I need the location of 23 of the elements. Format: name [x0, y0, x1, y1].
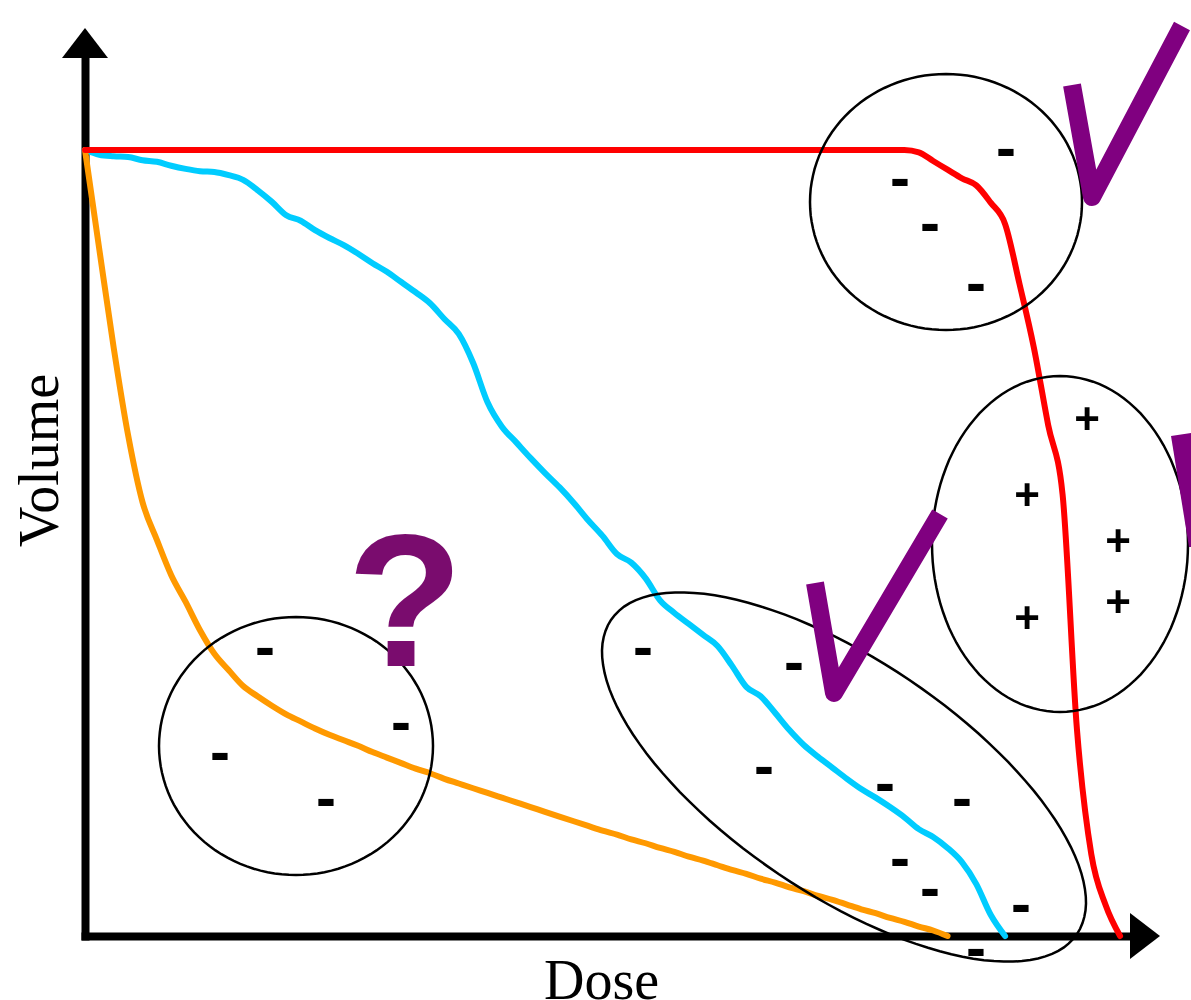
annotation: - — [875, 748, 895, 816]
annotation: + — [1014, 469, 1040, 519]
annotation: - — [633, 612, 653, 680]
annotation: - — [952, 763, 972, 831]
y-axis-title: Volume — [7, 373, 70, 548]
annotation: - — [784, 627, 804, 695]
annotation: - — [1011, 869, 1031, 937]
annotation: - — [255, 612, 275, 680]
annotation: - — [754, 731, 774, 799]
annotation: + — [1105, 576, 1131, 626]
x-axis-title: Dose — [543, 948, 660, 1000]
annotation: - — [966, 913, 986, 981]
annotation: + — [1014, 592, 1040, 642]
annotation: - — [996, 113, 1016, 181]
annotation: - — [890, 143, 910, 211]
annotation: + — [1105, 515, 1131, 565]
annotation: + — [1074, 393, 1100, 443]
annotation: - — [966, 248, 986, 316]
annotation: - — [210, 717, 230, 785]
annotation: - — [316, 763, 336, 831]
annotation: - — [920, 188, 940, 256]
annotation: - — [920, 853, 940, 921]
annotation: - — [890, 823, 910, 891]
